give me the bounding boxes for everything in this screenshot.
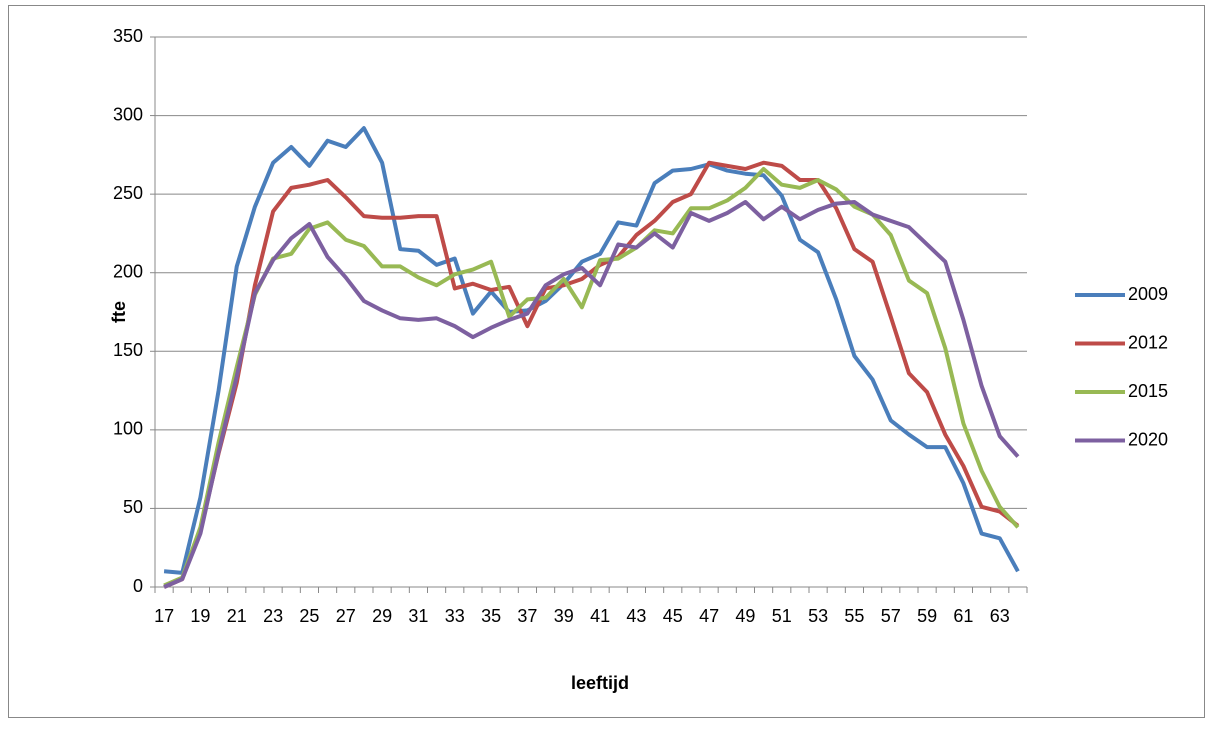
- series-line: [163, 200, 1020, 589]
- chart-border: [8, 5, 1205, 718]
- y-tick-label: 100: [113, 419, 143, 439]
- x-tick-label: 37: [517, 606, 537, 626]
- series-line: [163, 167, 1020, 588]
- x-tick-label: 45: [663, 606, 683, 626]
- x-tick-label: 63: [990, 606, 1010, 626]
- series-line: [163, 126, 1020, 575]
- x-tick-label: 25: [299, 606, 319, 626]
- x-tick-label: 53: [808, 606, 828, 626]
- y-tick-label: 0: [133, 576, 143, 596]
- x-tick-label: 31: [408, 606, 428, 626]
- legend-label: 2009: [1128, 284, 1168, 304]
- y-tick-label: 200: [113, 261, 143, 281]
- x-tick-label: 41: [590, 606, 610, 626]
- y-tick-label: 50: [123, 497, 143, 517]
- x-tick-label: 27: [336, 606, 356, 626]
- x-tick-label: 61: [953, 606, 973, 626]
- x-tick-label: 23: [263, 606, 283, 626]
- legend-label: 2020: [1128, 429, 1168, 449]
- x-tick-label: 17: [154, 606, 174, 626]
- x-tick-label: 39: [554, 606, 574, 626]
- x-tick-label: 47: [699, 606, 719, 626]
- series-line: [163, 160, 1020, 589]
- x-tick-label: 19: [190, 606, 210, 626]
- y-tick-label: 250: [113, 183, 143, 203]
- x-tick-label: 33: [445, 606, 465, 626]
- y-tick-label: 150: [113, 340, 143, 360]
- x-tick-label: 49: [735, 606, 755, 626]
- legend-label: 2012: [1128, 332, 1168, 352]
- x-tick-label: 21: [227, 606, 247, 626]
- legend-label: 2015: [1128, 381, 1168, 401]
- x-axis-title: leeftijd: [571, 673, 629, 693]
- x-tick-label: 43: [626, 606, 646, 626]
- x-tick-label: 51: [772, 606, 792, 626]
- y-tick-label: 350: [113, 26, 143, 46]
- y-axis-title: fte: [109, 301, 129, 323]
- x-tick-label: 59: [917, 606, 937, 626]
- y-tick-label: 300: [113, 104, 143, 124]
- x-tick-label: 29: [372, 606, 392, 626]
- x-tick-label: 57: [881, 606, 901, 626]
- x-tick-label: 55: [844, 606, 864, 626]
- x-tick-label: 35: [481, 606, 501, 626]
